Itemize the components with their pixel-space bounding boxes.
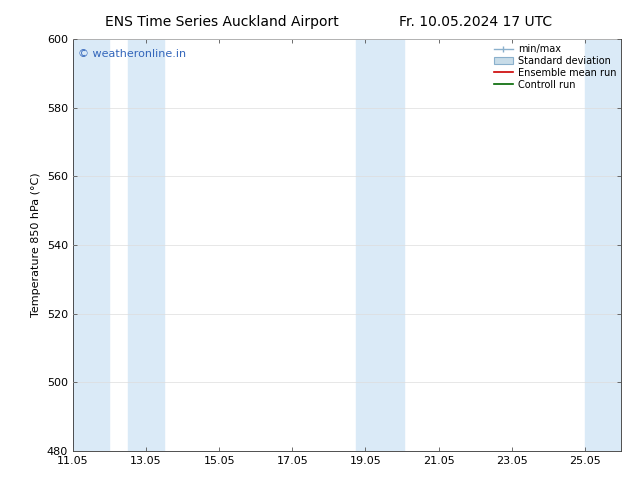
- Y-axis label: Temperature 850 hPa (°C): Temperature 850 hPa (°C): [31, 172, 41, 318]
- Bar: [356, 39, 380, 451]
- Bar: [585, 39, 627, 451]
- Bar: [127, 39, 164, 451]
- Text: Fr. 10.05.2024 17 UTC: Fr. 10.05.2024 17 UTC: [399, 15, 552, 29]
- Text: © weatheronline.in: © weatheronline.in: [79, 49, 186, 59]
- Legend: min/max, Standard deviation, Ensemble mean run, Controll run: min/max, Standard deviation, Ensemble me…: [492, 42, 618, 92]
- Text: ENS Time Series Auckland Airport: ENS Time Series Auckland Airport: [105, 15, 339, 29]
- Bar: [73, 39, 110, 451]
- Bar: [380, 39, 404, 451]
